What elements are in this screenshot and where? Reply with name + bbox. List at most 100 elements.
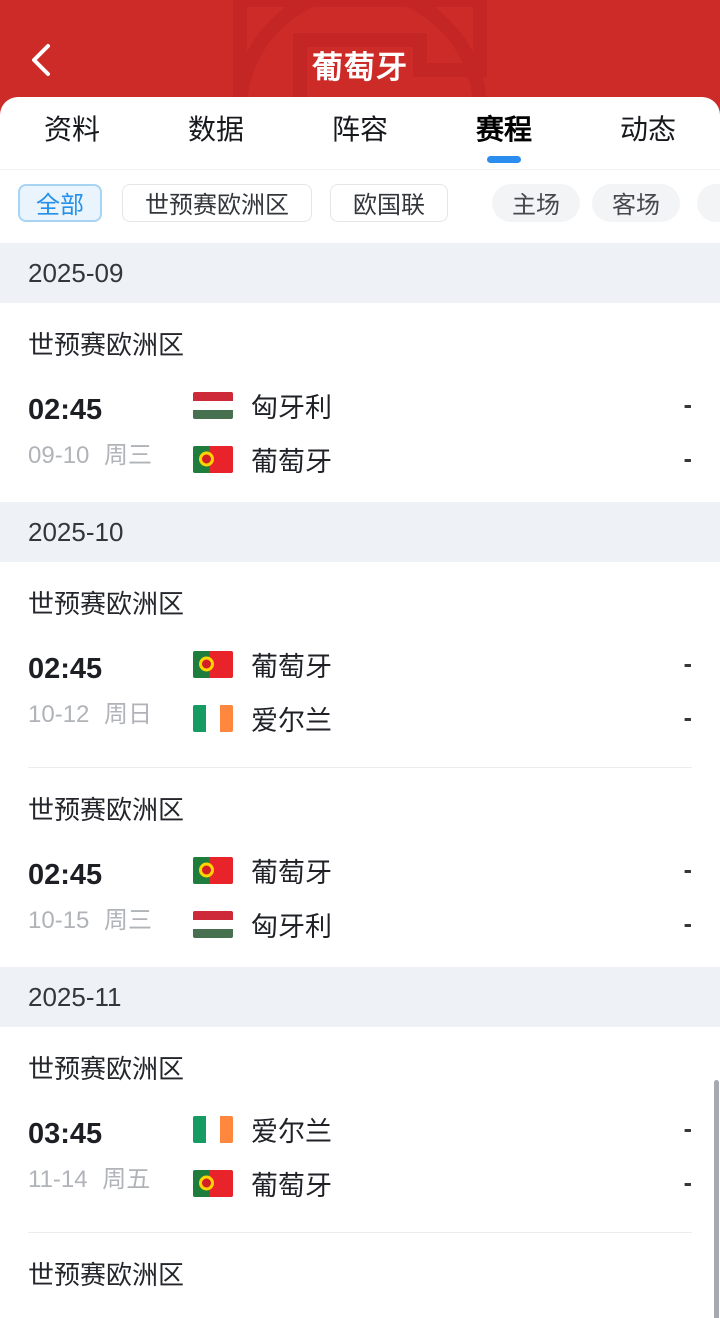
- ireland-flag-icon: [193, 1115, 233, 1143]
- match-body: 03:45 11-14 周五 爱尔兰 - 葡萄牙 -: [28, 1102, 692, 1210]
- portugal-flag-icon: [193, 856, 233, 884]
- competition-label: 世预赛欧洲区: [28, 1260, 185, 1290]
- team-name: 爱尔兰: [251, 705, 332, 736]
- match-date: 10-15 周三: [28, 907, 153, 934]
- filter-chip-home[interactable]: 主场: [492, 183, 580, 222]
- competition-label: 世预赛欧洲区: [28, 795, 185, 825]
- filter-chip-nations-league[interactable]: 欧国联: [330, 183, 448, 222]
- tab-label: 资料: [43, 114, 100, 145]
- content-card: 资料 数据 阵容 赛程 动态 全部 世预赛欧洲区 欧国联 主场 客场 2025 …: [0, 97, 720, 1318]
- flag-stripe: [193, 409, 233, 419]
- flag-stripe: [193, 391, 233, 401]
- team-row: 葡萄牙-: [193, 1308, 692, 1318]
- page-title: 葡萄牙: [312, 50, 408, 85]
- flag-stripe: [206, 1115, 220, 1143]
- competition-label: 世预赛欧洲区: [28, 589, 185, 619]
- competition-label: 世预赛欧洲区: [28, 330, 185, 360]
- match-body: 02:45 10-15 周三 葡萄牙 - 匈牙利 -: [28, 843, 692, 951]
- flag-stripe: [206, 704, 220, 732]
- team-name: 葡萄牙: [251, 857, 332, 888]
- team-score: -: [683, 1114, 692, 1143]
- back-button[interactable]: [22, 40, 62, 80]
- filter-chip-wc-qualifiers[interactable]: 世预赛欧洲区: [122, 183, 312, 222]
- active-tab-underline: [487, 156, 521, 163]
- kickoff-time: 02:45: [28, 653, 103, 685]
- match-datetime: 02:45 10-12 周日: [28, 653, 193, 729]
- flag-emblem: [199, 451, 215, 467]
- team-row: 爱尔兰 -: [193, 1102, 692, 1156]
- match-datetime: 02:45 10-15 周三: [28, 859, 193, 935]
- match-divider: [28, 767, 692, 768]
- match-divider: [28, 1232, 692, 1233]
- team-row: 葡萄牙 -: [193, 843, 692, 897]
- flag-stripe: [219, 1115, 233, 1143]
- team-row: 匈牙利 -: [193, 897, 692, 951]
- match-body: 02:45 10-12 周日 葡萄牙 - 爱尔兰 -: [28, 637, 692, 745]
- match-teams: 葡萄牙-亚美尼亚-: [193, 1308, 692, 1318]
- tab-stats[interactable]: 数据: [144, 97, 288, 169]
- competition-label: 世预赛欧洲区: [28, 1054, 185, 1084]
- flag-emblem: [199, 1175, 215, 1191]
- tab-squad[interactable]: 阵容: [288, 97, 432, 169]
- match-card[interactable]: 世预赛欧洲区 02:45 10-12 周日 葡萄牙 - 爱尔兰 -: [0, 562, 720, 761]
- team-name: 匈牙利: [251, 911, 332, 942]
- match-date: 11-14 周五: [28, 1166, 151, 1193]
- match-datetime: 02:45 09-10 周三: [28, 394, 193, 470]
- team-name: 葡萄牙: [251, 1170, 332, 1201]
- tab-label: 阵容: [331, 114, 388, 145]
- flag-stripe: [193, 928, 233, 938]
- team-score: -: [683, 1168, 692, 1197]
- portugal-flag-icon: [193, 445, 233, 473]
- match-card[interactable]: 世预赛欧洲区 02:45 09-10 周三 匈牙利 - 葡萄牙 -: [0, 303, 720, 502]
- team-name: 葡萄牙: [251, 651, 332, 682]
- tab-schedule[interactable]: 赛程: [432, 97, 576, 169]
- match-card[interactable]: 世预赛欧洲区 03:45 11-14 周五 爱尔兰 - 葡萄牙 -: [0, 1027, 720, 1226]
- match-teams: 葡萄牙 - 匈牙利 -: [193, 843, 692, 951]
- match-teams: 葡萄牙 - 爱尔兰 -: [193, 637, 692, 745]
- scrollbar-thumb[interactable]: [714, 1080, 719, 1318]
- flag-stripe: [193, 910, 233, 920]
- portugal-flag-icon: [193, 650, 233, 678]
- ireland-flag-icon: [193, 704, 233, 732]
- flag-stripe: [193, 400, 233, 410]
- team-score: -: [683, 649, 692, 678]
- match-teams: 爱尔兰 - 葡萄牙 -: [193, 1102, 692, 1210]
- flag-stripe: [193, 1115, 207, 1143]
- tab-label: 动态: [619, 114, 676, 145]
- flag-stripe: [193, 919, 233, 929]
- tab-news[interactable]: 动态: [576, 97, 720, 169]
- kickoff-time: 02:45: [28, 394, 103, 426]
- team-score: -: [683, 703, 692, 732]
- tab-profile[interactable]: 资料: [0, 97, 144, 169]
- match-card[interactable]: 世预赛欧洲区 02:45 10-15 周三 葡萄牙 - 匈牙利 -: [0, 768, 720, 967]
- match-date: 09-10 周三: [28, 442, 153, 469]
- team-score: -: [683, 855, 692, 884]
- back-chevron-icon: [32, 44, 50, 76]
- flag-emblem: [199, 656, 215, 672]
- flag-emblem: [199, 862, 215, 878]
- filter-chip-all[interactable]: 全部: [18, 183, 102, 222]
- month-header: 2025-11: [0, 967, 720, 1027]
- portugal-flag-icon: [193, 1169, 233, 1197]
- month-header: 2025-10: [0, 502, 720, 562]
- team-row: 葡萄牙 -: [193, 637, 692, 691]
- filter-chip-away[interactable]: 客场: [592, 183, 680, 222]
- hungary-flag-icon: [193, 391, 233, 419]
- match-teams: 匈牙利 - 葡萄牙 -: [193, 378, 692, 486]
- kickoff-time: 02:45: [28, 859, 103, 891]
- hungary-flag-icon: [193, 910, 233, 938]
- year-dropdown[interactable]: 2025: [697, 183, 720, 222]
- team-row: 匈牙利 -: [193, 378, 692, 432]
- team-score: -: [683, 909, 692, 938]
- team-name: 匈牙利: [251, 392, 332, 423]
- team-row: 葡萄牙 -: [193, 1156, 692, 1210]
- kickoff-time: 03:45: [28, 1118, 103, 1150]
- team-row: 葡萄牙-: [193, 432, 692, 486]
- team-score: -: [683, 444, 692, 473]
- match-date: 10-12 周日: [28, 701, 153, 728]
- match-body: 02:45 09-10 周三 匈牙利 - 葡萄牙 -: [28, 378, 692, 486]
- team-name: 爱尔兰: [251, 1116, 332, 1147]
- match-datetime: 03:45 11-14 周五: [28, 1118, 193, 1194]
